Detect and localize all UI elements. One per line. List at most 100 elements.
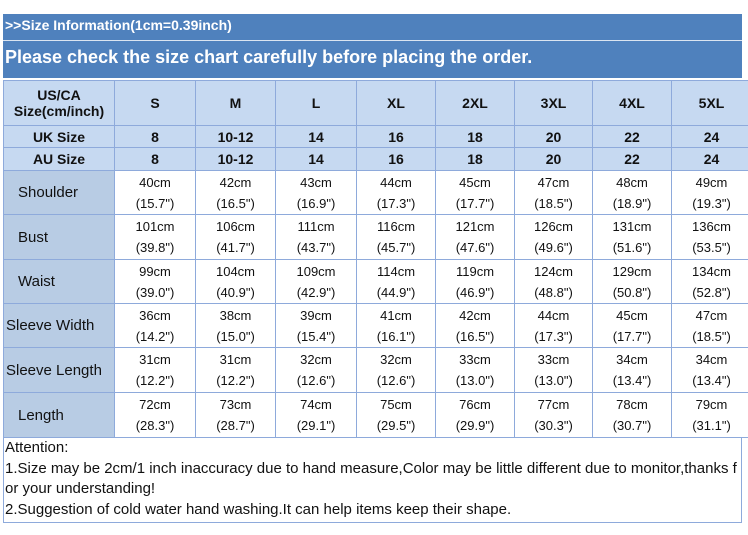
cm-value: 104cm [215, 263, 256, 279]
measure-cell: 134cm (52.8") [671, 259, 748, 304]
cm-value: 47cm [537, 174, 570, 190]
measure-cell: 47cm (18.5") [514, 170, 593, 215]
inch-value: (15.4") [296, 328, 336, 344]
measure-cell: 104cm (40.9") [195, 259, 276, 304]
measure-cell: 74cm (29.1") [275, 392, 357, 438]
cm-value: 129cm [612, 263, 652, 279]
measure-cell: 126cm (49.6") [514, 214, 593, 260]
size-cell: 14 [275, 147, 357, 171]
inch-value: (17.7") [612, 328, 652, 344]
cm-value: 34cm [695, 352, 728, 367]
inch-value: (12.6") [296, 373, 336, 388]
measure-cell: 48cm (18.9") [592, 170, 672, 215]
size-cell: UK Size [3, 125, 115, 148]
cm-value: 33cm [537, 352, 570, 367]
inch-value: (16.5") [455, 328, 495, 344]
inch-value: (29.5") [376, 418, 416, 433]
header: >>Size Information(1cm=0.39inch) Please … [3, 14, 742, 78]
measure-cell: 41cm (16.1") [356, 303, 436, 348]
measure-cell: 111cm (43.7") [275, 214, 357, 260]
measure-cell: 136cm (53.5") [671, 214, 748, 260]
measure-cell: 106cm (41.7") [195, 214, 276, 260]
measure-cell: 44cm (17.3") [356, 170, 436, 215]
cm-value: 134cm [691, 263, 732, 279]
size-table: US/CA Size(cm/inch) S M L XL 2XL 3XL 4XL 5XL UK Si… [3, 80, 748, 438]
cm-value: 72cm [139, 397, 171, 412]
cm-value: 126cm [533, 219, 574, 234]
inch-value: (13.4") [692, 373, 731, 388]
measure-cell: 99cm (39.0") [114, 259, 196, 304]
measure-cell: 77cm (30.3") [514, 392, 593, 438]
inch-value: (18.9") [612, 195, 652, 211]
inch-value: (18.5") [692, 328, 731, 344]
size-cell: 8 [114, 147, 196, 171]
inch-value: (13.0") [534, 373, 573, 388]
size-cell: 22 [592, 125, 672, 148]
inch-value: (29.1") [296, 418, 336, 433]
size-row: AU Size 8 10-12 14 16 18 20 22 24 [3, 147, 748, 171]
inch-value: (16.5") [216, 195, 255, 211]
measure-cell: 36cm (14.2") [114, 303, 196, 348]
cm-value: 106cm [215, 219, 256, 234]
inch-value: (30.3") [534, 418, 573, 433]
cm-value: 111cm [297, 219, 335, 234]
measure-cell: 33cm (13.0") [435, 347, 515, 393]
measure-cell: 33cm (13.0") [514, 347, 593, 393]
cm-value: 48cm [616, 174, 648, 190]
cm-value: 75cm [380, 397, 412, 412]
inch-value: (44.9") [376, 284, 416, 300]
measure-row: Bust 101cm (39.8") 106cm (41.7") 111cm (43.7")… [3, 214, 748, 260]
cm-value: 124cm [533, 263, 574, 279]
size-cell: 18 [435, 125, 515, 148]
notes: Attention: 1.Size may be 2cm/1 inch inac… [3, 437, 742, 523]
size-cell: 8 [114, 125, 196, 148]
inch-value: (41.7") [216, 240, 255, 255]
measure-cell: 114cm (44.9") [356, 259, 436, 304]
measure-cell: 79cm (31.1") [671, 392, 748, 438]
measure-cell: 32cm (12.6") [275, 347, 357, 393]
row-label: Sleeve Length [3, 347, 115, 393]
measure-cell: 34cm (13.4") [592, 347, 672, 393]
inch-value: (39.8") [135, 240, 175, 255]
size-row: UK Size 8 10-12 14 16 18 20 22 24 [3, 125, 748, 148]
size-cell: 24 [671, 125, 748, 148]
row-label: Sleeve Width [3, 303, 115, 348]
size-cell: 10-12 [195, 125, 276, 148]
measure-row: Sleeve Length 31cm (12.2") 31cm (12.2") 32cm (… [3, 347, 748, 393]
inch-value: (39.0") [135, 284, 175, 300]
size-cell: AU Size [3, 147, 115, 171]
inch-value: (12.2") [216, 373, 255, 388]
note-line: 2.Suggestion of cold water hand washing.… [5, 500, 512, 518]
column-header: S [114, 80, 196, 126]
measure-cell: 45cm (17.7") [592, 303, 672, 348]
column-header-line: US/CA [37, 87, 81, 103]
inch-value: (42.9") [296, 284, 336, 300]
inch-value: (47.6") [455, 240, 495, 255]
row-label: Shoulder [3, 170, 115, 215]
note-line: 1.Size may be 2cm/1 inch inaccuracy due … [5, 459, 737, 498]
measure-cell: 101cm (39.8") [114, 214, 196, 260]
inch-value: (29.9") [455, 418, 495, 433]
cm-value: 31cm [139, 352, 171, 367]
inch-value: (17.3") [534, 328, 573, 344]
inch-value: (17.3") [376, 195, 416, 211]
size-cell: 24 [671, 147, 748, 171]
notes-title: Attention: [5, 439, 69, 456]
cm-value: 136cm [691, 219, 732, 234]
measure-cell: 45cm (17.7") [435, 170, 515, 215]
cm-value: 32cm [300, 352, 332, 367]
header-notice: Please check the size chart carefully be… [5, 47, 533, 67]
column-header-line: Size(cm/inch) [13, 103, 105, 119]
cm-value: 121cm [455, 219, 495, 234]
cm-value: 42cm [219, 174, 252, 190]
cm-value: 44cm [537, 307, 570, 323]
measure-cell: 44cm (17.3") [514, 303, 593, 348]
measure-cell: 119cm (46.9") [435, 259, 515, 304]
inch-value: (30.7") [612, 418, 652, 433]
size-cell: 16 [356, 125, 436, 148]
cm-value: 119cm [455, 263, 495, 279]
column-header: 5XL [671, 80, 748, 126]
measure-cell: 76cm (29.9") [435, 392, 515, 438]
measure-cell: 72cm (28.3") [114, 392, 196, 438]
